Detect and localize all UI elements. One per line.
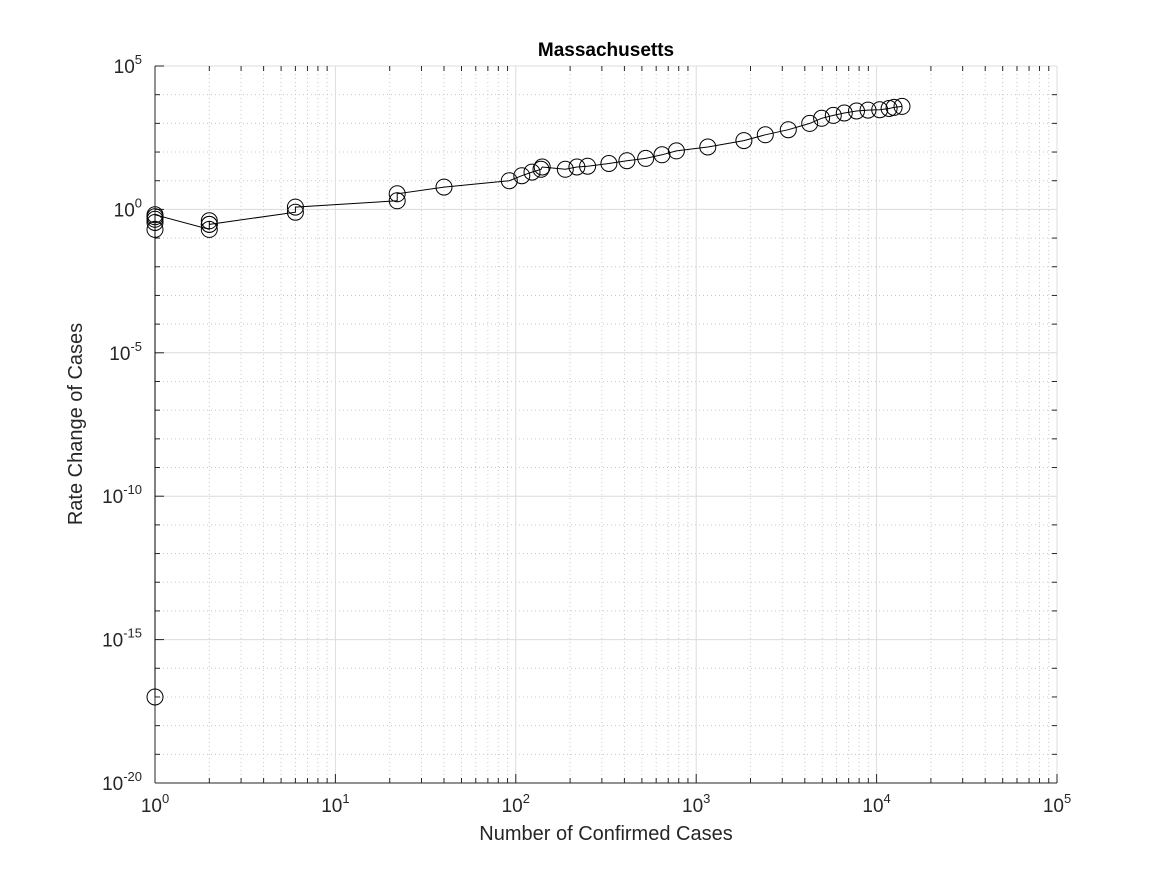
data-point <box>600 155 618 172</box>
y-tick-label: 10-15 <box>102 626 142 652</box>
data-point <box>200 215 218 233</box>
data-point <box>880 100 898 117</box>
tick-base: 10 <box>102 487 123 508</box>
data-point <box>893 97 911 115</box>
y-axis-label: Rate Change of Cases <box>65 323 87 525</box>
data-point <box>756 126 774 144</box>
tick-base: 10 <box>114 57 135 78</box>
x-tick-label: 104 <box>862 791 890 817</box>
tick-exponent: -5 <box>130 339 142 354</box>
tick-base: 10 <box>682 796 703 817</box>
tick-exponent: -15 <box>123 626 142 641</box>
data-point <box>200 212 218 230</box>
data-point <box>637 149 655 167</box>
data-point <box>735 132 753 150</box>
tick-base: 10 <box>114 200 135 221</box>
data-point <box>824 106 842 124</box>
data-point <box>286 203 304 221</box>
x-tick-label: 100 <box>141 791 169 817</box>
y-tick-label: 100 <box>114 195 142 221</box>
x-axis-label: Number of Confirmed Cases <box>479 823 732 845</box>
data-point <box>667 142 685 160</box>
data-point <box>568 158 586 176</box>
tick-exponent: 4 <box>884 791 891 806</box>
tick-exponent: 1 <box>342 791 349 806</box>
data-point <box>835 104 853 122</box>
data-point <box>286 198 304 216</box>
data-point <box>513 167 531 185</box>
tick-exponent: 0 <box>162 791 169 806</box>
data-point <box>779 121 797 139</box>
data-series <box>146 97 911 706</box>
tick-exponent: -20 <box>123 769 142 784</box>
plot-area <box>155 66 1057 783</box>
tick-base: 10 <box>102 774 123 795</box>
tick-exponent: 5 <box>135 52 142 67</box>
data-point <box>146 688 164 706</box>
y-tick-label: 10-10 <box>102 482 142 508</box>
tick-base: 10 <box>109 344 130 365</box>
data-point <box>801 114 819 132</box>
data-point <box>435 178 453 196</box>
data-point <box>532 160 550 178</box>
x-tick-label: 103 <box>682 791 710 817</box>
y-tick-label: 10-20 <box>102 769 142 795</box>
data-point <box>859 101 877 119</box>
data-point <box>388 185 406 203</box>
x-tick-label: 102 <box>502 791 530 817</box>
data-point <box>848 102 865 120</box>
data-point <box>885 98 903 116</box>
tick-base: 10 <box>1043 796 1064 817</box>
tick-exponent: 5 <box>1064 791 1071 806</box>
data-point <box>533 158 551 176</box>
y-tick-label: 105 <box>114 52 142 78</box>
x-tick-labels: 100 101 102 103 104 105 <box>141 791 1071 817</box>
tick-base: 10 <box>321 796 342 817</box>
chart-title: Massachusetts <box>538 40 674 61</box>
data-point <box>523 163 541 181</box>
data-point <box>618 152 636 170</box>
data-point <box>200 220 218 238</box>
tick-base: 10 <box>102 631 123 652</box>
tick-base: 10 <box>141 796 162 817</box>
data-point <box>653 146 671 164</box>
data-point <box>388 192 406 210</box>
data-point <box>813 109 831 127</box>
y-tick-label: 10-5 <box>109 339 142 365</box>
x-tick-label: 105 <box>1043 791 1071 817</box>
data-point <box>500 172 518 190</box>
tick-exponent: 0 <box>135 195 142 210</box>
data-point <box>699 138 717 156</box>
tick-exponent: 2 <box>523 791 530 806</box>
data-point <box>579 157 597 175</box>
series-line <box>154 105 903 697</box>
data-point <box>556 160 574 178</box>
tick-base: 10 <box>502 796 523 817</box>
x-tick-label: 101 <box>321 791 349 817</box>
data-point <box>146 220 164 238</box>
tick-exponent: 3 <box>703 791 710 806</box>
data-point <box>871 101 889 119</box>
data-point <box>146 214 164 231</box>
tick-base: 10 <box>862 796 883 817</box>
data-point <box>146 206 164 224</box>
tick-exponent: -10 <box>123 482 142 497</box>
